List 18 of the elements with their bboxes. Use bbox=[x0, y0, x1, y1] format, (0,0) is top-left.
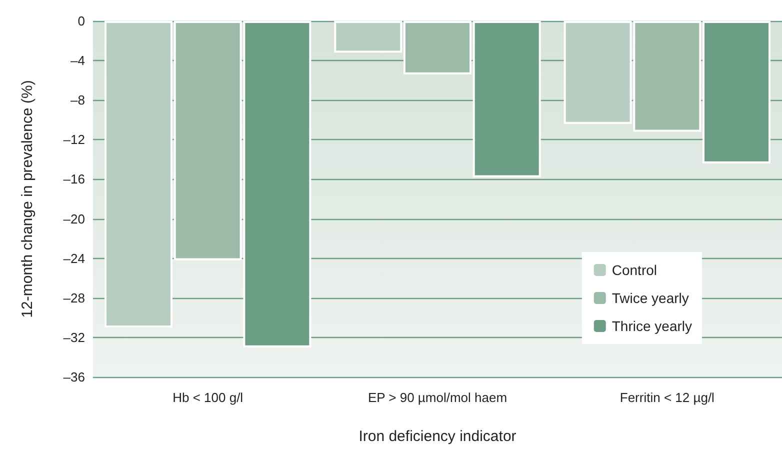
legend-label: Twice yearly bbox=[612, 290, 689, 306]
x-tick-label: Hb < 100 g/l bbox=[172, 390, 244, 405]
y-tick-label: –8 bbox=[70, 92, 85, 108]
x-tick-label: Ferritin < 12 µg/l bbox=[620, 390, 715, 405]
y-axis-title: 12-month change in prevalence (%) bbox=[19, 80, 36, 318]
y-tick-label: –12 bbox=[63, 132, 85, 148]
x-axis-title: Iron deficiency indicator bbox=[358, 428, 516, 445]
y-tick-label: –16 bbox=[63, 172, 85, 187]
y-tick-label: –20 bbox=[63, 211, 85, 226]
y-tick-label: –32 bbox=[63, 330, 85, 345]
y-tick-label: –36 bbox=[63, 370, 85, 384]
y-tick-label: 0 bbox=[78, 14, 85, 28]
legend-label: Control bbox=[612, 262, 658, 278]
y-tick-label: –4 bbox=[70, 53, 85, 68]
y-tick-label: –24 bbox=[63, 250, 85, 266]
legend-label: Thrice yearly bbox=[612, 318, 692, 334]
x-tick-label: EP > 90 µmol/mol haem bbox=[368, 390, 508, 405]
y-tick-label: –28 bbox=[63, 290, 85, 306]
